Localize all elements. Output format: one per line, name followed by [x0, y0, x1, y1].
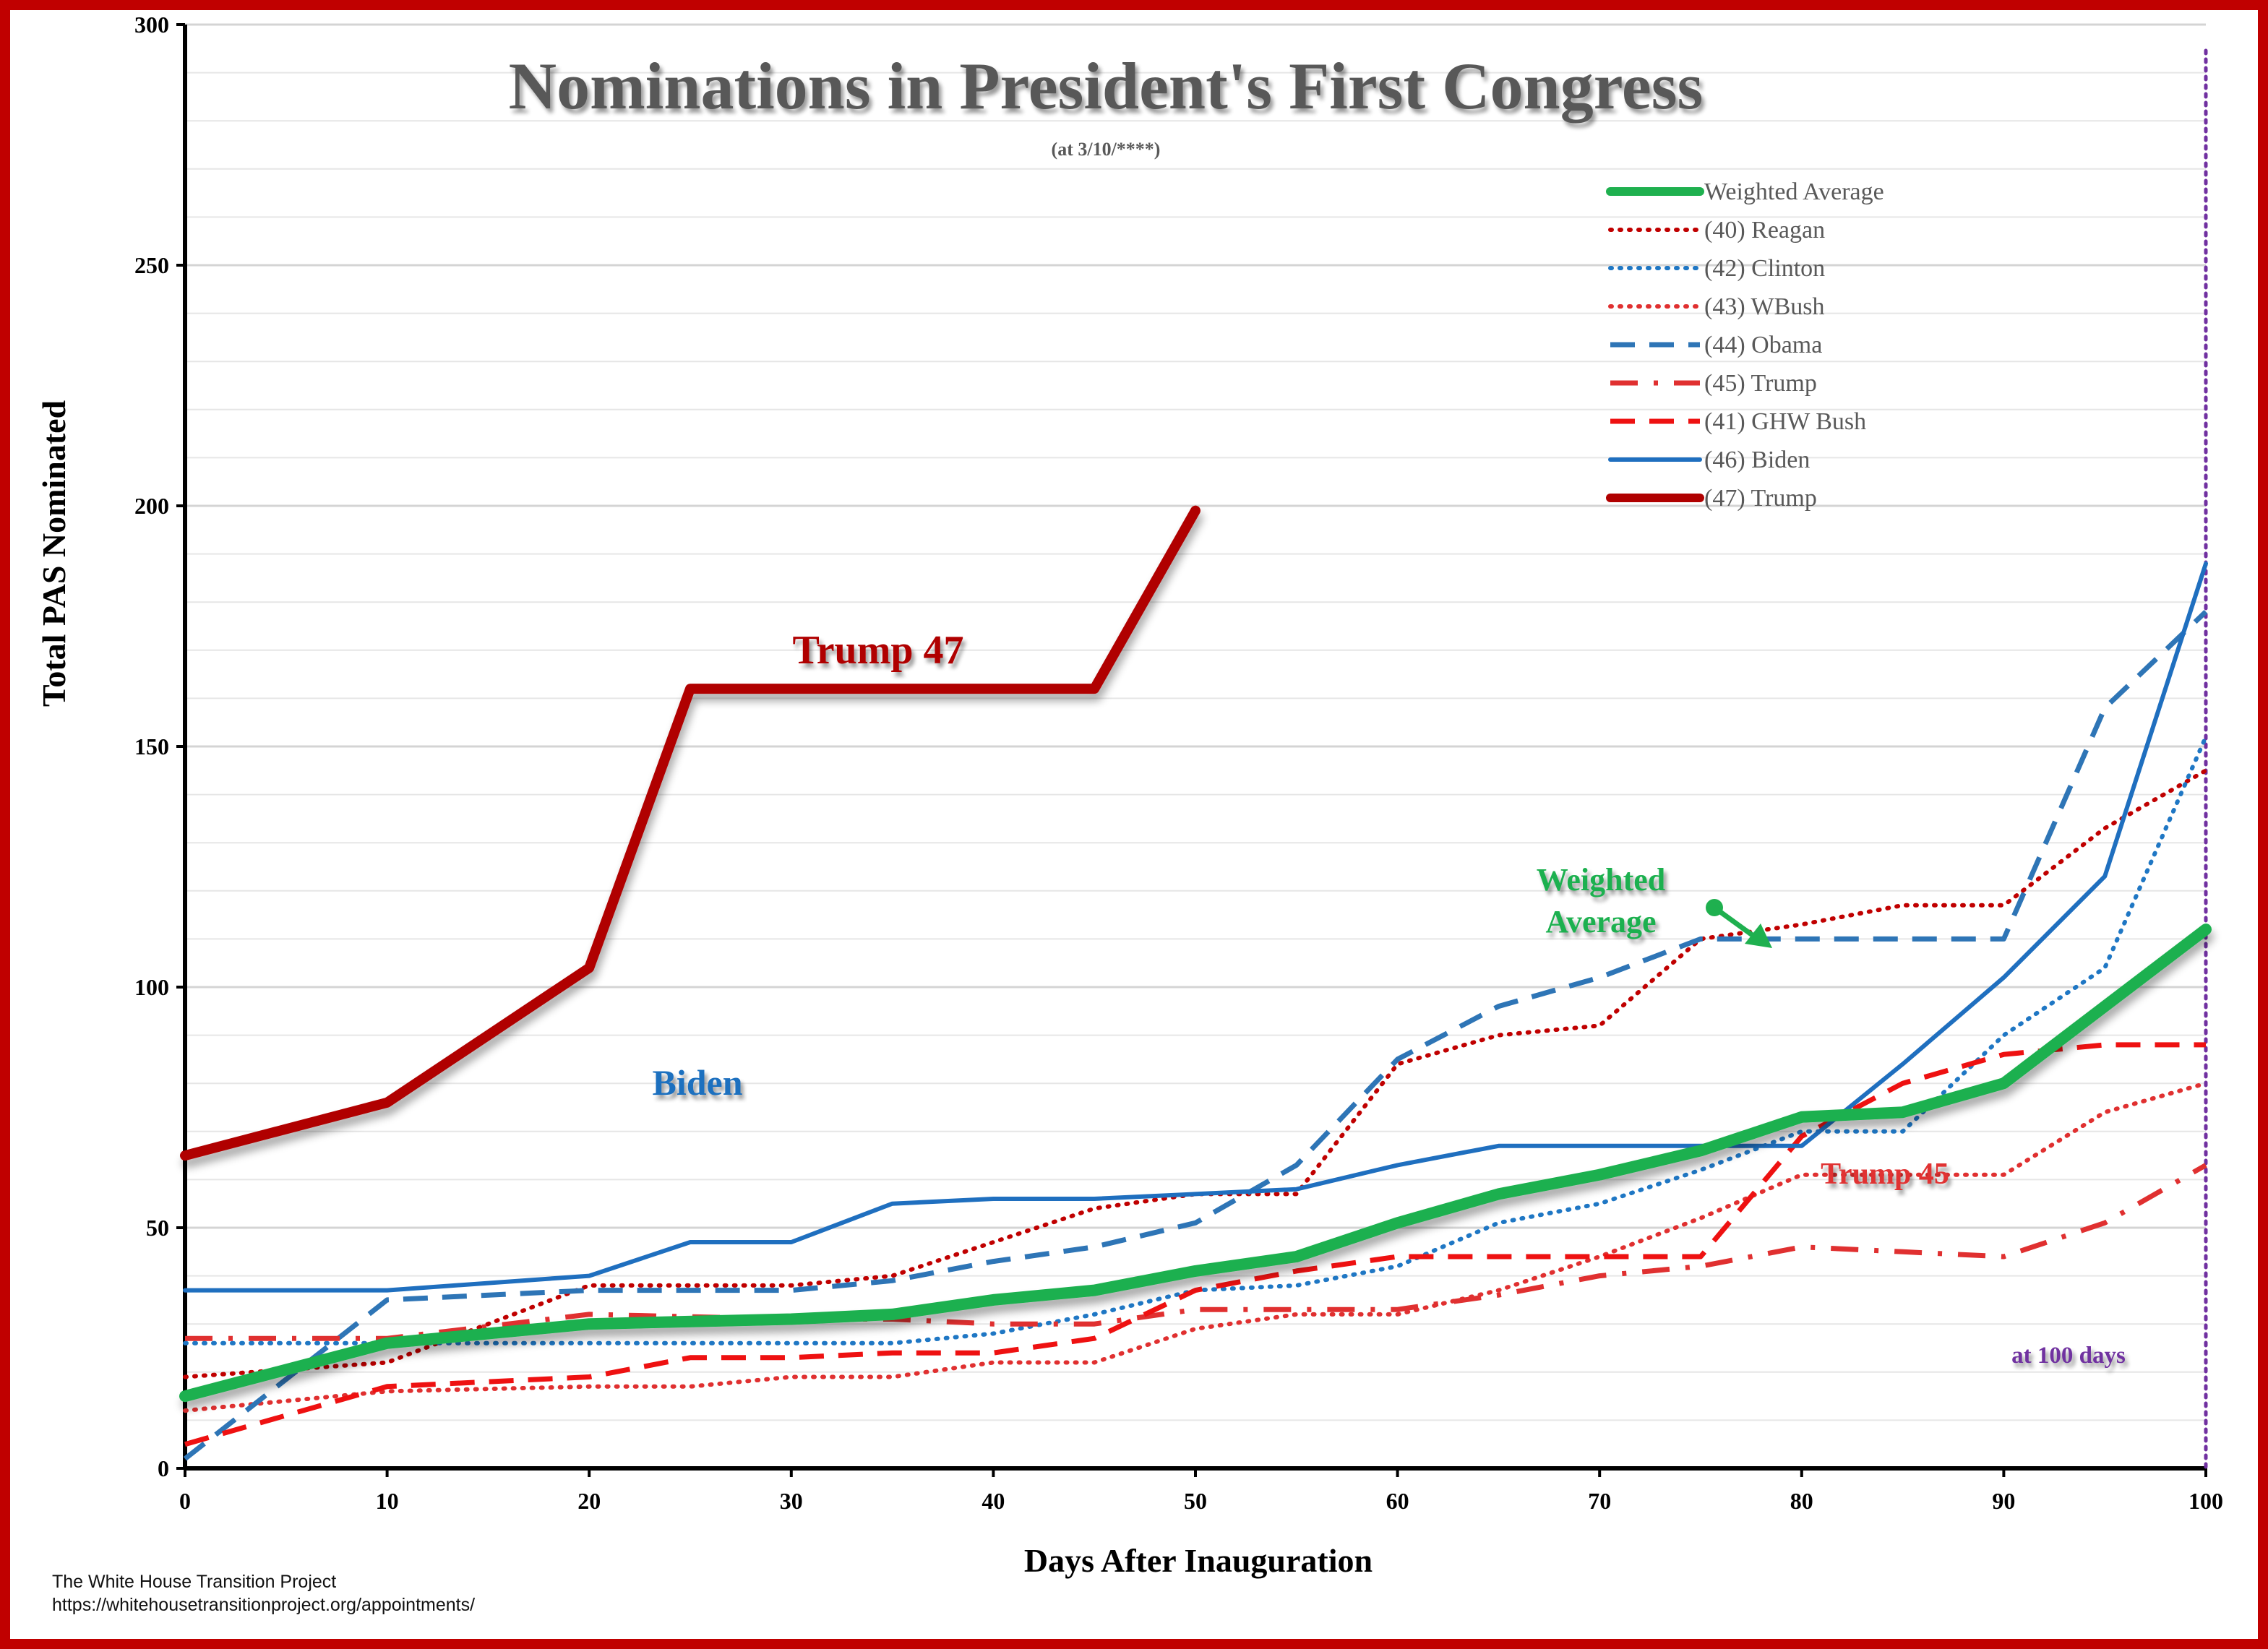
annotation-average: Average [1545, 904, 1656, 939]
legend-label: (43) WBush [1704, 293, 1825, 320]
x-tick-label: 100 [2188, 1488, 2223, 1514]
legend: Weighted Average (40) Reagan (42) Clinton (… [1606, 178, 1884, 512]
legend-label: (40) Reagan [1704, 217, 1825, 244]
x-axis-label: Days After Inauguration [1024, 1542, 1373, 1579]
series-line-47-trump [180, 505, 1200, 1161]
annotation-trump-45: Trump 45 [1821, 1158, 1949, 1191]
annotations: Trump 47 Biden Weighted Average Trump 45 at 1… [652, 628, 2126, 1369]
legend-label: (47) Trump [1704, 485, 1817, 512]
series-line-44-obama [183, 609, 2208, 1461]
chart-subtitle: (at 3/10/****) [1052, 139, 1161, 160]
footer-url[interactable]: https://whitehousetransitionproject.org/… [52, 1595, 476, 1615]
annotation-biden: Biden [652, 1062, 742, 1103]
footer-source: The White House Transition Project [52, 1572, 337, 1592]
annotation-at-100-days: at 100 days [2011, 1343, 2126, 1369]
x-tick-label: 20 [577, 1488, 601, 1514]
series-line-weighted-average [179, 923, 2212, 1403]
y-tick-label: 0 [158, 1455, 169, 1481]
x-tick-label: 40 [981, 1488, 1005, 1514]
series-line-41-ghw-bush [184, 1042, 2206, 1447]
series-line-45-trump [185, 1163, 2207, 1341]
y-tick-label: 50 [146, 1215, 169, 1241]
x-tick-label: 0 [179, 1488, 191, 1514]
y-tick-label: 150 [134, 733, 169, 759]
axes [176, 23, 2207, 1477]
annotation-trump-47: Trump 47 [793, 628, 964, 673]
series-line-46-biden [183, 561, 2208, 1293]
y-tick-label: 300 [134, 12, 169, 38]
series-line-43-wbush [183, 1081, 2208, 1413]
x-tick-label: 50 [1184, 1488, 1207, 1514]
legend-label: Weighted Average [1704, 178, 1884, 205]
tick-labels: 0 50 100 150 200 250 300 0 10 20 30 40 50 60 70 80 90 100 [134, 12, 2223, 1514]
x-tick-label: 60 [1386, 1488, 1409, 1514]
legend-label: (44) Obama [1704, 332, 1822, 358]
legend-label: (45) Trump [1704, 370, 1817, 397]
y-tick-label: 100 [134, 974, 169, 1000]
x-tick-label: 80 [1790, 1488, 1813, 1514]
x-tick-label: 10 [376, 1488, 399, 1514]
grid-lines [185, 23, 2206, 1421]
y-axis-label: Total PAS Nominated [35, 400, 72, 707]
x-tick-label: 90 [1992, 1488, 2015, 1514]
x-tick-label: 30 [780, 1488, 803, 1514]
chart-title: Nominations in President's First Congres… [509, 49, 1704, 123]
legend-label: (42) Clinton [1704, 255, 1825, 282]
weighted-average-pointer-line [1712, 905, 1758, 940]
y-tick-label: 200 [134, 493, 169, 519]
series-lines [179, 48, 2212, 1471]
series-line-42-clinton [183, 734, 2208, 1346]
series-line-40-reagan [183, 768, 2208, 1379]
x-tick-label: 70 [1588, 1488, 1611, 1514]
annotation-weighted: Weighted [1537, 862, 1665, 897]
legend-label: (41) GHW Bush [1704, 408, 1866, 435]
y-tick-label: 250 [134, 252, 169, 278]
legend-label: (46) Biden [1704, 447, 1810, 473]
weighted-average-pointer-arrowhead [1745, 923, 1772, 948]
